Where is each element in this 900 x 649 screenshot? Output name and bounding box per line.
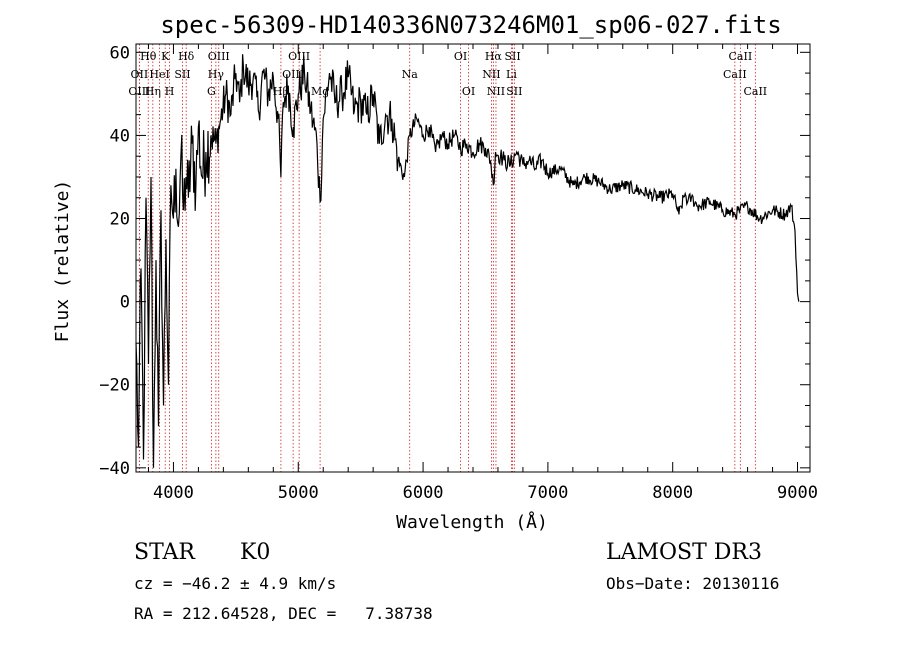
object-subclass: K0 bbox=[240, 540, 271, 565]
spectral-line-label: Na bbox=[402, 68, 419, 81]
x-tick-label: 6000 bbox=[403, 483, 444, 503]
x-tick-label: 8000 bbox=[652, 483, 693, 503]
spectral-line-label: Hβ bbox=[273, 85, 289, 98]
spectral-line-markers bbox=[138, 44, 756, 472]
spectral-line-label: CaII bbox=[729, 50, 753, 63]
spectral-line-label: Hθ bbox=[140, 50, 157, 63]
x-tick-label: 5000 bbox=[278, 483, 319, 503]
plot-frame bbox=[135, 43, 811, 473]
spectral-line-label: HeI bbox=[149, 68, 169, 81]
x-axis-ticks: 4000 5000 6000 7000 8000 9000 bbox=[147, 44, 818, 503]
x-tick-label: 7000 bbox=[527, 483, 568, 503]
spectral-line-label: OII bbox=[131, 68, 149, 81]
spectral-line-label: CaII bbox=[723, 68, 747, 81]
spectral-line-label: K bbox=[161, 50, 170, 63]
spectral-line-label: H bbox=[165, 85, 175, 98]
observation-date: Obs−Date: 20130116 bbox=[606, 574, 780, 593]
spectral-line-label: Hα bbox=[485, 50, 503, 63]
spectral-line-label: Li bbox=[506, 68, 517, 81]
x-tick-label: 4000 bbox=[153, 483, 194, 503]
spectral-line-label: Mg bbox=[311, 85, 329, 98]
y-tick-label: −40 bbox=[99, 459, 130, 479]
y-axis-label: Flux (relative) bbox=[52, 180, 73, 343]
y-tick-label: 40 bbox=[110, 126, 130, 146]
spectral-line-label: SII bbox=[504, 50, 520, 63]
spectrum-series bbox=[135, 54, 800, 468]
spectral-line-label: NII bbox=[487, 85, 505, 98]
spectral-line-label: Hγ bbox=[208, 68, 225, 81]
y-tick-label: 60 bbox=[110, 43, 130, 63]
spectral-line-label: OI bbox=[462, 85, 475, 98]
coordinates: RA = 212.64528, DEC = 7.38738 bbox=[134, 604, 433, 623]
object-class: STAR bbox=[134, 540, 195, 565]
spectral-line-label: OIII bbox=[288, 50, 310, 63]
spectral-line-label: OIII bbox=[208, 50, 230, 63]
y-tick-label: −20 bbox=[99, 376, 130, 396]
y-tick-label: 20 bbox=[110, 210, 130, 230]
spectral-line-label: OIII bbox=[128, 85, 150, 98]
spectral-line-label: CaII bbox=[743, 85, 767, 98]
spectral-line-label: OI bbox=[454, 50, 467, 63]
spectral-line-label: G bbox=[207, 85, 216, 98]
spectral-line-labels: Hθ OII OIII K HeI Hη Hδ SII H OIII Hγ G OIII OIII Hβ Mg… bbox=[128, 50, 767, 98]
spectral-line-label: NII bbox=[482, 68, 500, 81]
spectral-line-label: Hδ bbox=[178, 50, 195, 63]
spectral-line-label: OIII bbox=[282, 68, 304, 81]
survey-name: LAMOST DR3 bbox=[606, 540, 762, 565]
x-axis-label: Wavelength (Å) bbox=[396, 511, 548, 533]
spectral-line-label: Hη bbox=[145, 85, 161, 98]
redshift-velocity: cz = −46.2 ± 4.9 km/s bbox=[134, 574, 337, 593]
y-tick-label: 0 bbox=[120, 293, 130, 313]
x-tick-label: 9000 bbox=[777, 483, 818, 503]
chart-title: spec-56309-HD140336N073246M01_sp06-027.f… bbox=[160, 11, 781, 39]
y-axis-ticks: −40 −20 0 20 40 60 bbox=[99, 43, 810, 479]
spectral-line-label: SII bbox=[506, 85, 522, 98]
spectral-line-label: SII bbox=[174, 68, 190, 81]
